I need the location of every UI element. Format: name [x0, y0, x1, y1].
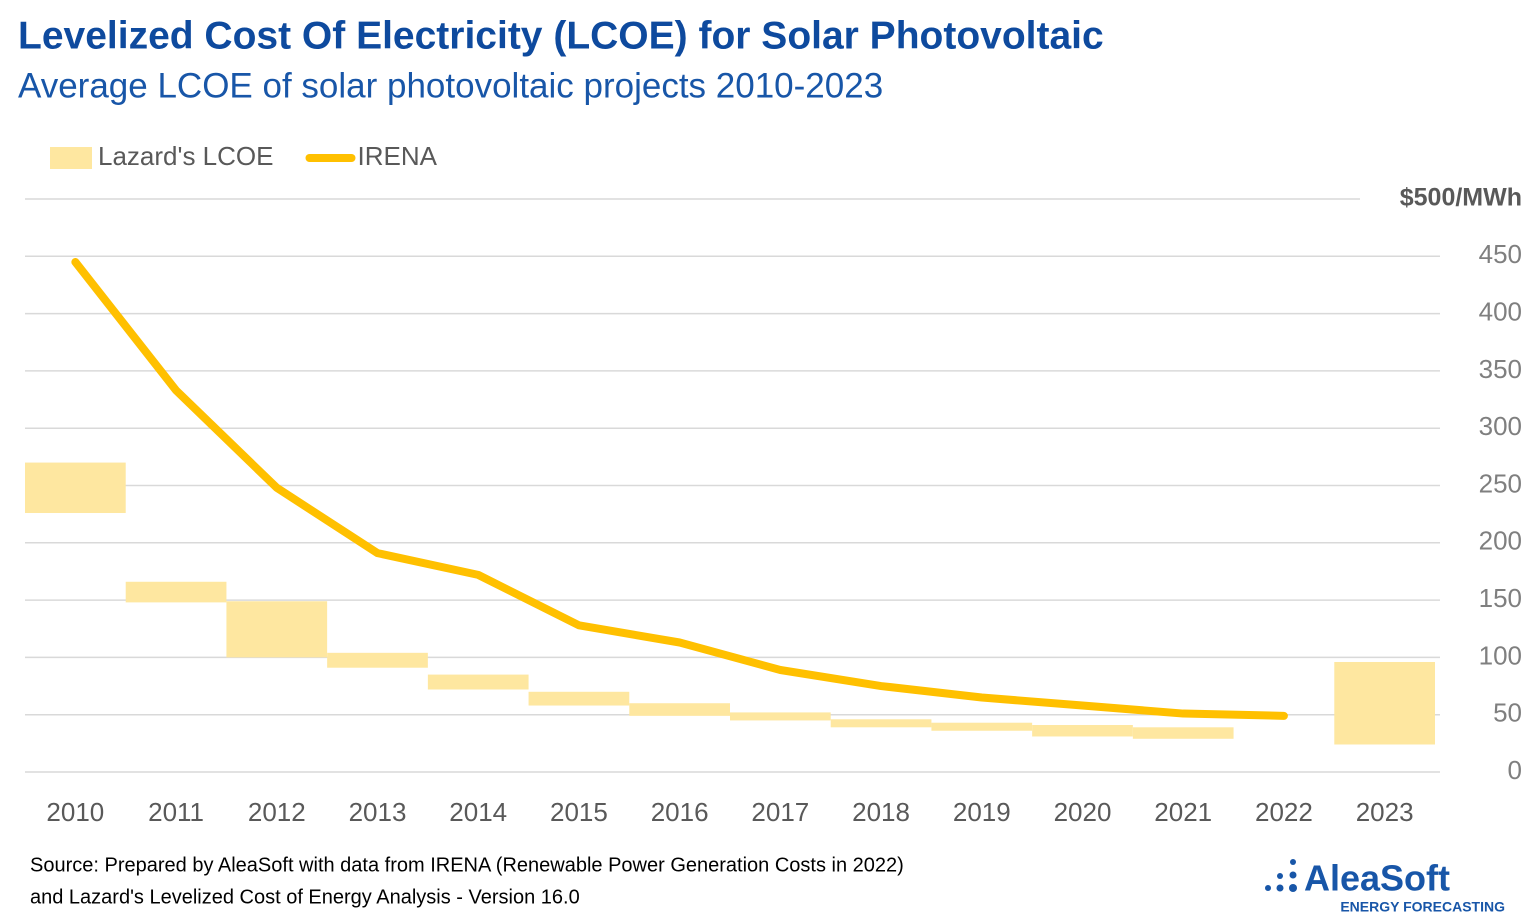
x-tick-label: 2015 [550, 797, 608, 827]
range-bar [1132, 727, 1234, 739]
range-bar [629, 703, 730, 716]
y-tick-label: 250 [1479, 468, 1522, 498]
range-bar [730, 712, 831, 721]
x-tick-label: 2018 [852, 797, 910, 827]
logo: AleaSoft [1304, 858, 1450, 899]
x-tick-label: 2012 [248, 797, 306, 827]
x-tick-label: 2017 [751, 797, 809, 827]
y-tick-label: 400 [1479, 296, 1522, 326]
x-tick-label: 2014 [449, 797, 507, 827]
logo-dots [1265, 859, 1297, 892]
range-bar [830, 719, 932, 728]
range-bar [931, 722, 1033, 731]
source-line: Source: Prepared by AleaSoft with data f… [30, 854, 904, 876]
x-tick-label: 2021 [1154, 797, 1212, 827]
y-tick-label: 0 [1508, 755, 1522, 785]
range-bar [327, 652, 428, 668]
x-tick-label: 2016 [651, 797, 709, 827]
y-tick-label: $500/MWh [1400, 184, 1522, 212]
y-tick-label: 150 [1479, 583, 1522, 613]
logo-tagline: ENERGY FORECASTING [1340, 899, 1505, 915]
range-bar [1032, 725, 1133, 737]
y-tick-label: 50 [1493, 698, 1522, 728]
chart-title: Levelized Cost Of Electricity (LCOE) for… [18, 14, 1104, 57]
x-tick-label: 2010 [46, 797, 104, 827]
range-bar [1334, 661, 1435, 745]
line [71, 258, 1288, 720]
x-tick-label: 2011 [148, 797, 204, 827]
legend-label: IRENA [358, 141, 438, 171]
y-tick-label: 100 [1479, 640, 1522, 670]
legend-swatch [50, 147, 92, 169]
range-bar [25, 462, 126, 514]
y-tick-label: 200 [1479, 526, 1522, 556]
range-bar [427, 674, 529, 690]
x-tick-label: 2020 [1054, 797, 1112, 827]
range-bar [226, 601, 328, 658]
x-tick-label: 2013 [349, 797, 407, 827]
y-tick-label: 450 [1479, 239, 1522, 269]
legend-label: Lazard's LCOE [98, 141, 274, 171]
y-tick-label: 300 [1479, 411, 1522, 441]
range-bar [125, 581, 227, 603]
x-tick-label: 2023 [1356, 797, 1414, 827]
x-tick-label: 2019 [953, 797, 1011, 827]
source-line: and Lazard's Levelized Cost of Energy An… [30, 886, 580, 908]
range-bar [528, 691, 630, 706]
y-tick-label: 350 [1479, 354, 1522, 384]
chart-subtitle: Average LCOE of solar photovoltaic proje… [18, 66, 883, 105]
x-tick-label: 2022 [1255, 797, 1313, 827]
